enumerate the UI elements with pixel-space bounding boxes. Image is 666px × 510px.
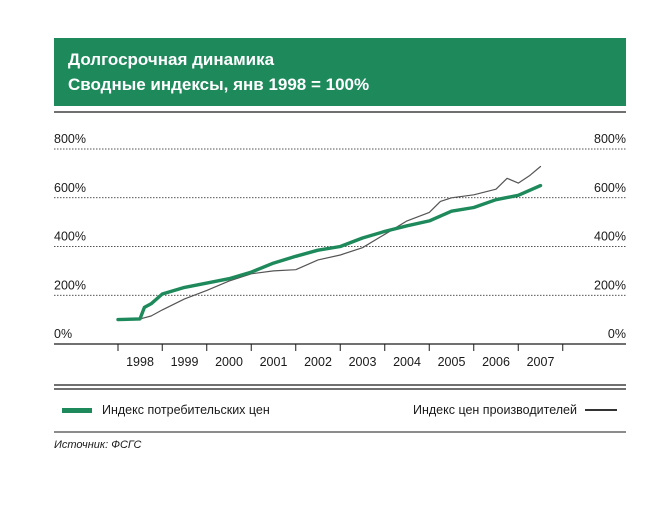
chart-title: Долгосрочная динамика [68, 50, 275, 69]
x-tick-label: 2006 [482, 355, 510, 369]
y-tick-label-right: 200% [594, 278, 626, 292]
x-tick-label: 1999 [171, 355, 199, 369]
x-tick-label: 2000 [215, 355, 243, 369]
legend-swatch-ppi [585, 409, 617, 411]
x-tick-label: 2005 [438, 355, 466, 369]
y-tick-label-left: 200% [54, 278, 86, 292]
series-line-ppi [117, 165, 542, 321]
x-tick-label: 2002 [304, 355, 332, 369]
x-tick-label: 2003 [349, 355, 377, 369]
legend-label-ppi: Индекс цен производителей [412, 403, 577, 417]
chart-subtitle: Сводные индексы, янв 1998 = 100% [68, 75, 370, 94]
y-tick-label-left: 400% [54, 230, 86, 244]
legend-swatch-cpi [62, 407, 92, 413]
legend-item-cpi: Индекс потребительских цен [62, 403, 270, 417]
legend-item-ppi: Индекс цен производителей [413, 403, 617, 417]
y-tick-label-left: 600% [54, 181, 86, 195]
x-tick-label: 2007 [527, 355, 555, 369]
chart-title-band: Долгосрочная динамика Сводные индексы, я… [54, 38, 626, 106]
x-tick-label: 1998 [126, 355, 154, 369]
y-tick-label-left: 800% [54, 132, 86, 146]
y-tick-label-right: 600% [594, 181, 626, 195]
x-tick-label: 2001 [260, 355, 288, 369]
y-tick-label-right: 800% [594, 132, 626, 146]
source-note: Источник: ФСГС [54, 439, 142, 451]
legend-label-cpi: Индекс потребительских цен [102, 403, 270, 417]
y-tick-label-right: 0% [608, 327, 626, 341]
y-tick-label-left: 0% [54, 327, 72, 341]
series-line-cpi [116, 183, 543, 322]
x-tick-label: 2004 [393, 355, 421, 369]
y-tick-label-right: 400% [594, 230, 626, 244]
